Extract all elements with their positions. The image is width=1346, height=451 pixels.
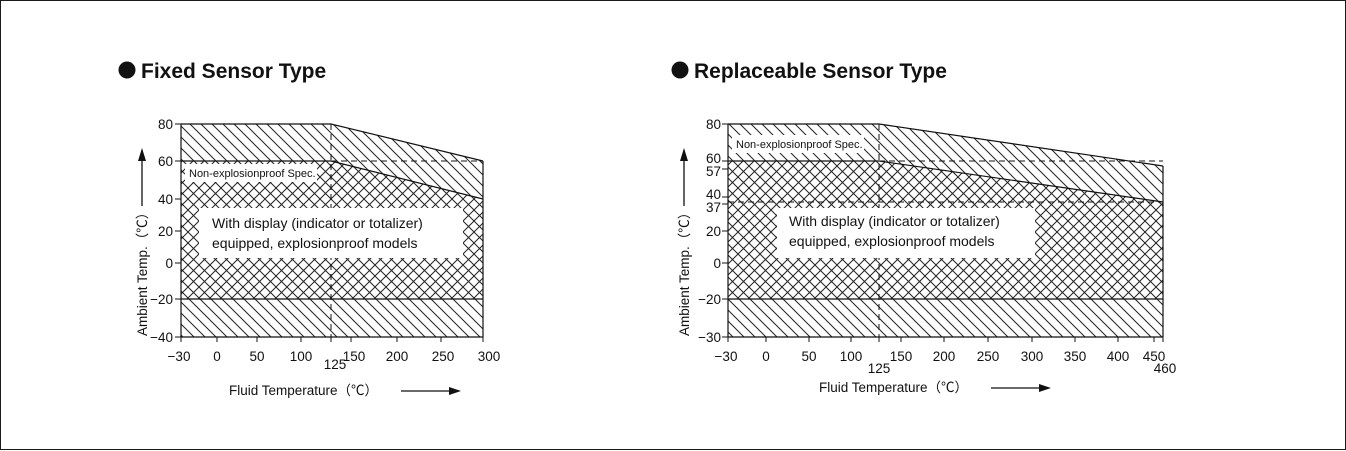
title-bullet-icon [118,61,136,79]
x-tick-label: 200 [933,349,956,364]
x-tick-label: 460 [1154,361,1177,376]
x-axis-arrow-icon [1039,384,1051,392]
y-tick-label: 80 [158,117,173,132]
y-axis-label: Ambient Temp.（℃） [677,206,692,336]
y-axis-label: Ambient Temp.（℃） [135,206,150,336]
y-tick-label: 0 [165,256,173,271]
nonexp-label: Non-explosionproof Spec. [736,139,863,151]
y-tick-label: 80 [706,117,721,132]
title-bullet-icon [671,61,689,79]
y-tick-label: 60 [158,154,173,169]
x-tick-label: 0 [762,349,770,364]
x-tick-label: 200 [386,349,409,364]
nonexp-label-bg [732,135,864,153]
x-tick-label: 300 [1021,349,1044,364]
x-tick-label: 150 [890,349,913,364]
x-tick-label: 125 [868,361,891,376]
y-tick-label: 0 [713,256,721,271]
x-tick-label: 250 [432,349,455,364]
x-tick-label: 350 [1064,349,1087,364]
chart-fixed-sensor: Fixed Sensor Type Non-explosionproof Spe… [118,60,501,398]
y-tick-label: 37 [706,200,721,215]
chart-title: Replaceable Sensor Type [694,60,947,83]
x-tick-label: 300 [478,349,501,364]
exp-label-bg [199,208,463,258]
x-tick-label: −30 [715,349,738,364]
y-tick-label: 20 [158,224,173,239]
y-tick-label: 57 [706,164,721,179]
x-tick-label: 100 [840,349,863,364]
nonexp-label-bg [185,164,317,182]
y-tick-label: 40 [706,187,721,202]
x-axis-label: Fluid Temperature（℃） [229,383,378,398]
y-tick-label: −30 [698,330,721,345]
x-tick-label: 100 [290,349,313,364]
x-axis-arrow-icon [449,387,461,395]
x-tick-label: 0 [213,349,221,364]
x-tick-label: 250 [977,349,1000,364]
exp-label-line2: equipped, explosionproof models [789,233,994,249]
exp-label-line1: With display (indicator or totalizer) [212,215,423,231]
y-tick-label: −20 [150,292,173,307]
exp-label-line1: With display (indicator or totalizer) [789,213,1000,229]
exp-label-line2: equipped, explosionproof models [212,235,417,251]
y-tick-label: 20 [706,224,721,239]
x-tick-label: 400 [1107,349,1130,364]
y-axis-arrow-icon [680,148,688,161]
chart-title: Fixed Sensor Type [141,60,326,83]
x-tick-label: 125 [324,357,347,372]
chart-replaceable-sensor: Replaceable Sensor Type Non-explosionpro… [671,60,1177,395]
x-tick-label: 50 [801,349,816,364]
y-axis-arrow-icon [138,148,146,161]
x-tick-label: −30 [168,349,191,364]
y-tick-label: 40 [158,192,173,207]
exp-label-bg [777,208,1035,258]
y-tick-label: −20 [698,292,721,307]
x-tick-label: 50 [249,349,264,364]
x-axis-label: Fluid Temperature（℃） [819,380,968,395]
x-tick-label: 450 [1143,349,1166,364]
y-tick-label: −40 [150,330,173,345]
x-tick-label: 150 [343,349,366,364]
nonexp-label: Non-explosionproof Spec. [189,168,316,180]
y-tick-label: 60 [706,151,721,166]
